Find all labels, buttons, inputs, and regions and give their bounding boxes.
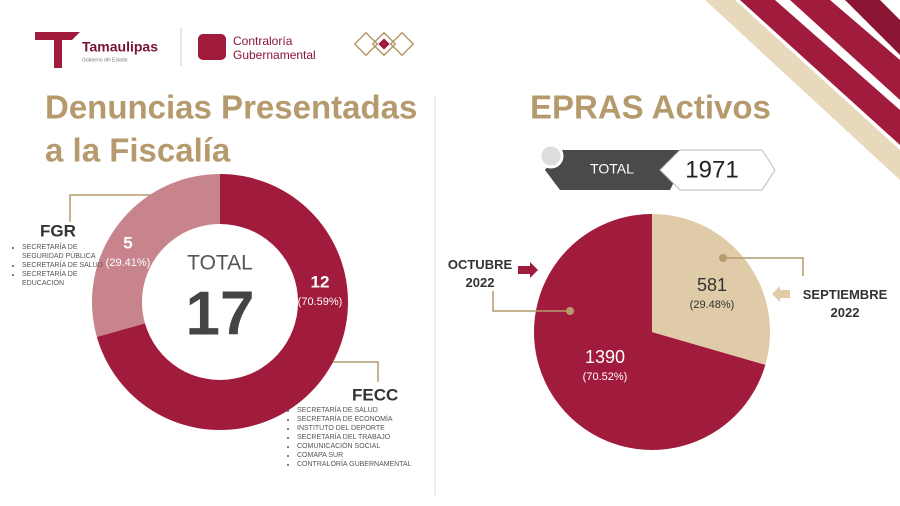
item-list: SECRETARÍA DE SEGURIDAD PÚBLICASECRETARÍ…	[12, 243, 107, 288]
plot	[91, 174, 348, 430]
connector-dot	[566, 307, 574, 315]
value-label: 581	[697, 275, 727, 295]
total-dot	[538, 143, 564, 169]
total-bar	[545, 150, 690, 190]
donut-segment	[91, 174, 220, 338]
percent-label: (70.52%)	[583, 371, 628, 383]
list-item: SECRETARÍA DE SALUD	[22, 261, 107, 270]
arrow	[772, 286, 790, 302]
decoration	[705, 0, 900, 180]
chart-title: a la Fiscalía	[45, 132, 231, 169]
total-box	[659, 149, 776, 191]
total-value: 1971	[685, 156, 738, 183]
list-item: SECRETARÍA DE SEGURIDAD PÚBLICA	[22, 243, 107, 261]
category-label: OCTUBRE 2022	[447, 257, 513, 290]
value-label: 12	[311, 272, 330, 291]
list-item: COMUNICACIÓN SOCIAL	[297, 442, 457, 451]
brand: Tamaulipas	[82, 39, 158, 55]
office-logo	[198, 34, 226, 60]
connector	[492, 257, 804, 312]
list-item: SECRETARÍA DEL TRABAJO	[297, 433, 457, 442]
brand-logo	[35, 32, 80, 68]
list-item: SECRETARÍA DE SALUD	[297, 406, 457, 415]
list-item: COMAPA SUR	[297, 451, 457, 460]
office: Gubernamental	[233, 48, 316, 62]
percent-label: (29.48%)	[690, 299, 735, 311]
chart-title: Denuncias Presentadas	[45, 89, 417, 126]
office: Contraloría	[233, 34, 293, 48]
chart-title: EPRAS Activos	[530, 89, 771, 126]
category-label: FECC	[352, 385, 398, 404]
connector-dot	[719, 254, 727, 262]
percent-label: (29.41%)	[106, 257, 151, 269]
center-total: 17	[186, 279, 255, 348]
value-label: 1390	[585, 347, 625, 367]
plot	[534, 214, 770, 450]
donut-segment	[96, 174, 348, 430]
connector-line	[723, 257, 804, 276]
percent-label: (70.59%)	[298, 296, 343, 308]
list-item: SECRETARÍA DE ECONOMÍA	[297, 415, 457, 424]
list-item: CONTRALORÍA GUBERNAMENTAL	[297, 460, 457, 469]
center-label: TOTAL	[187, 252, 253, 275]
pie-slice	[534, 214, 766, 450]
item-list: SECRETARÍA DE SALUDSECRETARÍA DE ECONOMÍ…	[287, 406, 457, 469]
pie-slice	[652, 214, 770, 365]
total-label: TOTAL	[590, 161, 634, 177]
value-label: 5	[123, 233, 132, 252]
category-label: SEPTIEMBRE 2022	[802, 287, 888, 320]
diamond-logo	[353, 31, 415, 57]
brand-tagline: Gobierno del Estado	[82, 57, 128, 63]
category-label: FGR	[40, 221, 76, 240]
list-item: SECRETARÍA DE EDUCACIÓN	[22, 270, 107, 288]
arrow	[518, 262, 538, 278]
connector-line	[492, 291, 570, 312]
list-item: INSTITUTO DEL DEPORTE	[297, 424, 457, 433]
